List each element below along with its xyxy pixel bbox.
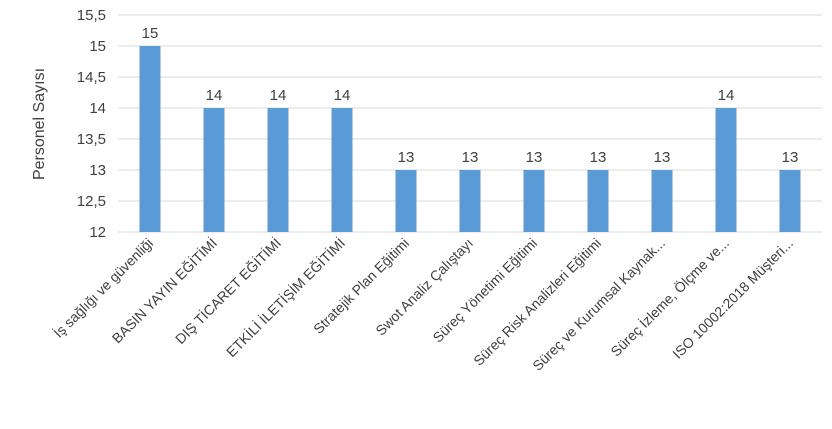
bar <box>331 108 353 232</box>
bar-data-label: 13 <box>782 149 799 166</box>
bar <box>203 108 225 232</box>
bar-data-label: 13 <box>590 149 607 166</box>
x-category-label: DIŞ TİCARET EĞİTİMİ <box>171 234 284 347</box>
x-category-label: ISO 10002:2018 Müşteri... <box>669 235 796 362</box>
x-category-label: Süreç Risk Analizleri Eğitimi <box>470 235 604 369</box>
y-axis-title: Personel Sayısı <box>31 68 48 180</box>
y-axis-ticks: 12 12,5 13 13,5 14 14,5 15 15,5 <box>77 7 106 241</box>
y-tick-label: 15,5 <box>77 7 106 24</box>
y-tick-label: 12,5 <box>77 193 106 210</box>
x-category-label: Süreç İzleme, Ölçme ve... <box>607 234 732 359</box>
bar-data-label: 15 <box>142 25 159 42</box>
x-category-label: Süreç ve Kurumsal Kaynak... <box>529 235 668 374</box>
bar <box>587 170 609 232</box>
bar <box>779 170 801 232</box>
bar <box>395 170 417 232</box>
data-labels: 15 14 14 14 13 13 13 13 13 14 13 <box>142 25 799 166</box>
bar-data-label: 13 <box>398 149 415 166</box>
bar-data-label: 13 <box>654 149 671 166</box>
bar <box>715 108 737 232</box>
bar-data-label: 14 <box>270 87 287 104</box>
bar-data-label: 14 <box>718 87 735 104</box>
x-category-label: BASIN YAYIN EĞİTİMİ <box>108 234 220 346</box>
y-tick-label: 12 <box>89 224 106 241</box>
y-tick-label: 13 <box>89 162 106 179</box>
x-category-label: ETKİLİ İLETİŞİM EĞİTİMİ <box>222 234 348 360</box>
bar-data-label: 13 <box>462 149 479 166</box>
bar-data-label: 14 <box>334 87 351 104</box>
y-tick-label: 14,5 <box>77 69 106 86</box>
bar <box>651 170 673 232</box>
y-tick-label: 15 <box>89 38 106 55</box>
bar <box>523 170 545 232</box>
bar <box>139 46 161 232</box>
x-category-label: Süreç Yönetimi Eğitimi <box>429 235 540 346</box>
bars <box>139 46 801 232</box>
bar <box>459 170 481 232</box>
bar <box>267 108 289 232</box>
bar-data-label: 14 <box>206 87 223 104</box>
y-tick-label: 13,5 <box>77 131 106 148</box>
y-tick-label: 14 <box>89 100 106 117</box>
bar-data-label: 13 <box>526 149 543 166</box>
